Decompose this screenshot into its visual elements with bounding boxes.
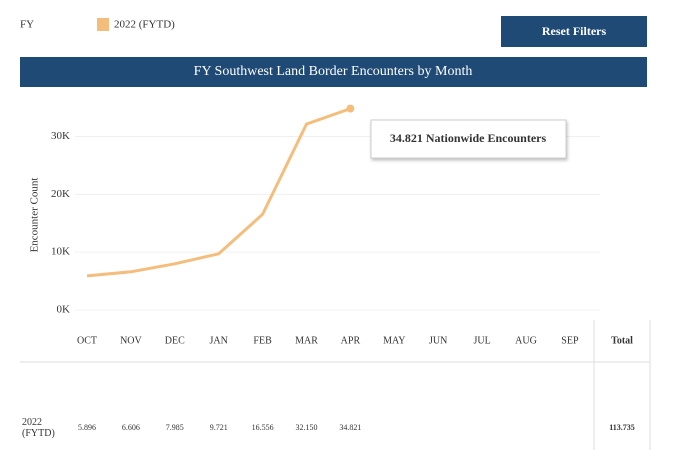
legend-swatch xyxy=(97,18,109,31)
x-tick-label: DEC xyxy=(165,335,185,346)
x-tick-label: JAN xyxy=(210,335,228,346)
annotation-box xyxy=(370,119,567,159)
value-label: 9.721 xyxy=(210,423,228,432)
reset-button[interactable] xyxy=(501,16,647,47)
title-bar xyxy=(20,57,647,87)
value-label: 7.985 xyxy=(166,423,184,432)
x-tick-label: APR xyxy=(341,335,361,346)
x-tick-label: MAR xyxy=(295,335,318,346)
value-label: 5.896 xyxy=(78,423,96,432)
value-label: 32.150 xyxy=(296,423,318,432)
value-label: 16.556 xyxy=(252,423,274,432)
x-tick-label: JUN xyxy=(429,335,447,346)
y-tick-label: 10K xyxy=(51,246,70,258)
total-header: Total xyxy=(611,335,633,346)
x-tick-label: SEP xyxy=(561,335,579,346)
y-tick-label: 0K xyxy=(57,304,71,316)
value-label: 34.821 xyxy=(339,423,361,432)
value-label: 6.606 xyxy=(122,423,140,432)
legend-label: 2022 (FYTD) xyxy=(114,19,175,31)
x-tick-label: MAY xyxy=(383,335,405,346)
annotation: 34.821 Nationwide Encounters xyxy=(390,131,547,145)
legend-title: FY xyxy=(20,19,34,31)
x-tick-label: OCT xyxy=(77,335,97,346)
x-tick-label: AUG xyxy=(515,335,537,346)
y-axis-label: Encounter Count xyxy=(29,178,41,253)
y-tick-label: 20K xyxy=(51,188,70,200)
x-tick-label: FEB xyxy=(253,335,272,346)
line xyxy=(86,107,351,278)
end-point xyxy=(346,104,355,113)
x-tick-label: JUL xyxy=(473,335,490,346)
reset-button-label[interactable]: Reset Filters xyxy=(542,24,607,38)
y-tick-label: 30K xyxy=(51,130,70,142)
row-label: 2022 (FYTD) xyxy=(22,417,55,439)
chart-title: FY Southwest Land Border Encounters by M… xyxy=(194,64,473,79)
total-value: 113.735 xyxy=(609,423,635,432)
x-tick-label: NOV xyxy=(120,335,142,346)
